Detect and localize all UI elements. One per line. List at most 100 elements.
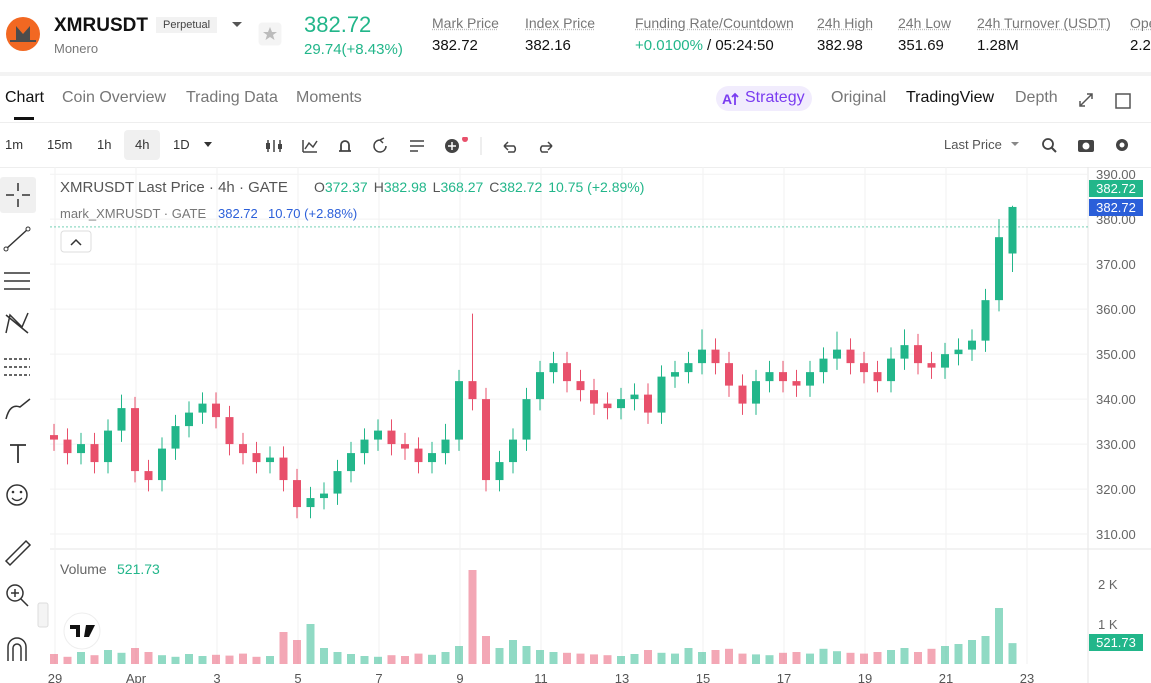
volume-bar <box>441 652 450 664</box>
right-tab[interactable]: Depth <box>1015 89 1058 106</box>
interval[interactable]: 1m <box>5 137 24 152</box>
stat-value: 2.2 <box>1130 37 1151 54</box>
mark-price-badge <box>1089 199 1143 216</box>
tab-underline <box>14 117 34 120</box>
stat-extra: / 05:24:50 <box>707 37 774 54</box>
last-price-badge <box>1089 180 1143 197</box>
stat-label: Mark Price <box>432 15 499 31</box>
strategy-bg <box>716 86 812 111</box>
candle-body <box>239 444 247 454</box>
volume-bar <box>995 608 1003 664</box>
candle-body <box>347 453 355 472</box>
candle-body <box>266 457 274 463</box>
candle-body <box>887 358 895 382</box>
candle-body <box>455 381 463 440</box>
volume-bar <box>293 640 301 664</box>
volume-bar <box>77 652 85 664</box>
volume-bar <box>428 654 436 664</box>
tab-bar: Chart Coin Overview Trading Data Moments A … <box>0 76 1151 123</box>
tv-logo <box>70 625 95 637</box>
volume-bar <box>414 653 423 664</box>
stat-label: 24h Turnover (USDT) <box>977 15 1111 31</box>
interval[interactable]: 4h <box>135 137 150 152</box>
volume-bar <box>873 652 882 664</box>
candle-body <box>509 439 517 463</box>
candle-body <box>941 354 949 368</box>
favorite[interactable] <box>258 22 282 46</box>
candle-body <box>657 376 666 413</box>
legend-key: H <box>374 179 384 195</box>
volume-bar <box>563 652 571 664</box>
tab[interactable]: Chart <box>5 89 45 106</box>
legend-value: 382.98 <box>384 179 427 195</box>
candle-body <box>819 358 828 373</box>
x-tick-label: 17 <box>777 671 791 683</box>
y-tick-label: 330.00 <box>1096 437 1136 452</box>
candle-body <box>171 426 180 449</box>
right-tab[interactable]: Original <box>831 89 887 106</box>
x-tick-label: 5 <box>294 671 301 683</box>
right-tab[interactable]: Strategy <box>745 89 805 106</box>
volume-bar <box>198 656 207 664</box>
x-tick-label: 21 <box>939 671 953 683</box>
volume-bar <box>320 648 328 664</box>
x-tick-label: 11 <box>534 671 548 683</box>
volume-bar <box>104 650 112 664</box>
candle-body <box>536 372 544 400</box>
volume-bar <box>117 652 126 664</box>
volume-bar <box>495 648 504 664</box>
interval[interactable]: 1D <box>173 137 190 152</box>
volume-bar <box>482 636 490 664</box>
tab[interactable]: Trading Data <box>186 89 278 106</box>
tab[interactable]: Coin Overview <box>62 89 167 106</box>
x-tick-label: 3 <box>213 671 220 683</box>
stat-label: 24h High <box>817 15 874 31</box>
candle-body <box>806 372 814 386</box>
volume-bar <box>333 652 342 664</box>
svg-text:A: A <box>722 91 732 107</box>
candle-body <box>158 448 166 481</box>
volume-bar <box>509 640 517 664</box>
volume-bar <box>833 651 841 664</box>
dropdown-icon[interactable] <box>230 20 244 30</box>
candle-body <box>900 345 909 359</box>
volume-tick-label: 2 K <box>1098 577 1118 592</box>
candle-body <box>482 399 490 481</box>
stat-value: +0.0100% <box>635 37 703 54</box>
volume-bar <box>792 652 801 664</box>
window-icons[interactable] <box>1078 90 1138 110</box>
candle-body <box>603 403 612 409</box>
volume-bar <box>617 656 625 664</box>
y-tick-label: 340.00 <box>1096 392 1136 407</box>
interval[interactable]: 15m <box>47 137 73 152</box>
candle-body <box>792 381 801 386</box>
tool-icons[interactable] <box>200 137 560 155</box>
tab[interactable]: Moments <box>296 89 362 106</box>
volume-bar <box>603 655 612 664</box>
candle-body <box>360 439 369 454</box>
candle-body <box>698 349 706 364</box>
candle-body <box>590 390 598 404</box>
ai-icon: A <box>722 91 739 107</box>
volume-bar <box>401 656 409 664</box>
mark-legend-name: mark_XMRUSDT · GATE <box>60 206 206 221</box>
interval[interactable]: 1h <box>97 137 112 152</box>
volume-bar <box>900 648 909 664</box>
volume-bar <box>387 655 396 664</box>
legend-value: 372.37 <box>325 179 368 195</box>
candle-body <box>522 399 531 440</box>
drawing-tools[interactable] <box>0 167 50 683</box>
volume-bar <box>576 653 585 664</box>
price-change: 29.74(+8.43%) <box>304 41 403 58</box>
candle-body <box>117 408 126 431</box>
y-tick-label: 380.00 <box>1096 212 1136 227</box>
volume-bar <box>725 648 733 664</box>
volume-bar <box>131 648 139 664</box>
right-tool-icons[interactable] <box>1010 136 1135 154</box>
right-tab[interactable]: TradingView <box>906 89 995 106</box>
last-price: 382.72 <box>304 12 372 37</box>
volume-bar <box>347 654 355 664</box>
price-type[interactable]: Last Price <box>944 137 1002 152</box>
candle-body <box>576 381 585 391</box>
candle-body <box>428 453 436 463</box>
